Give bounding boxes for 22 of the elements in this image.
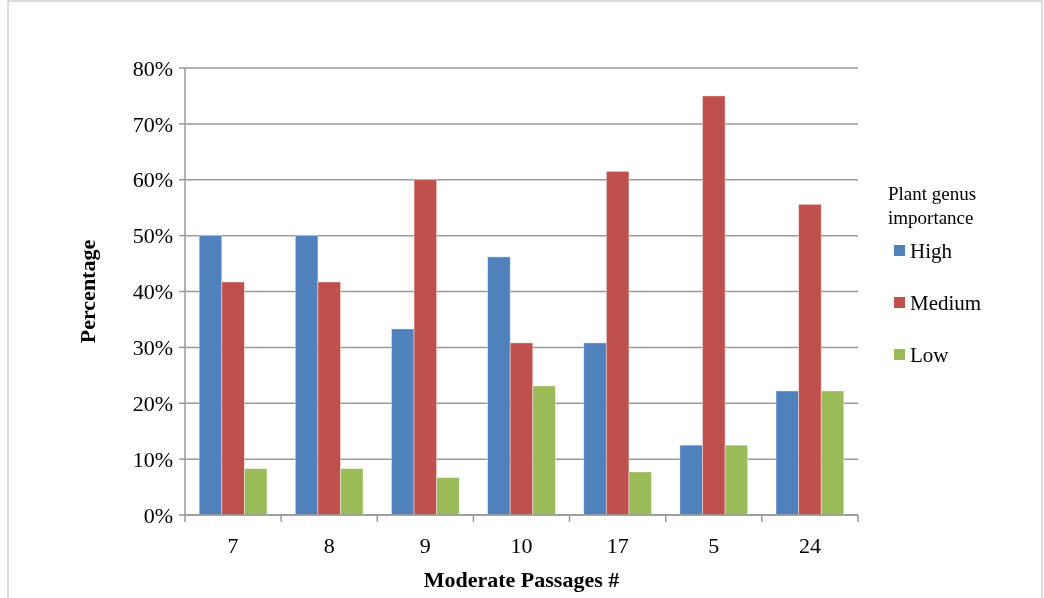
y-axis-title: Percentage: [75, 239, 100, 344]
x-tick-label: 17: [606, 533, 629, 558]
legend-label: Medium: [910, 291, 982, 316]
y-tick-label: 60%: [132, 167, 173, 193]
legend-label: Low: [910, 343, 950, 368]
legend-label: High: [910, 239, 953, 264]
y-tick-label: 30%: [132, 335, 173, 361]
x-tick-label: 5: [708, 533, 720, 558]
x-axis-title: Moderate Passages #: [423, 567, 620, 592]
x-tick-label: 8: [323, 533, 335, 558]
y-tick-label: 40%: [132, 279, 173, 305]
x-tick-label: 24: [798, 533, 821, 558]
y-tick-label: 20%: [132, 390, 173, 416]
x-tick-label: 10: [510, 533, 533, 558]
y-tick-label: 70%: [132, 111, 173, 137]
x-tick-label: 9: [419, 533, 431, 558]
y-tick-label: 10%: [132, 446, 173, 472]
y-tick-label: 50%: [132, 223, 173, 249]
y-tick-label: 0%: [143, 502, 173, 528]
x-tick-label: 7: [227, 533, 239, 558]
legend-title: Plant genus importance: [888, 183, 977, 228]
y-tick-label: 80%: [132, 55, 173, 81]
